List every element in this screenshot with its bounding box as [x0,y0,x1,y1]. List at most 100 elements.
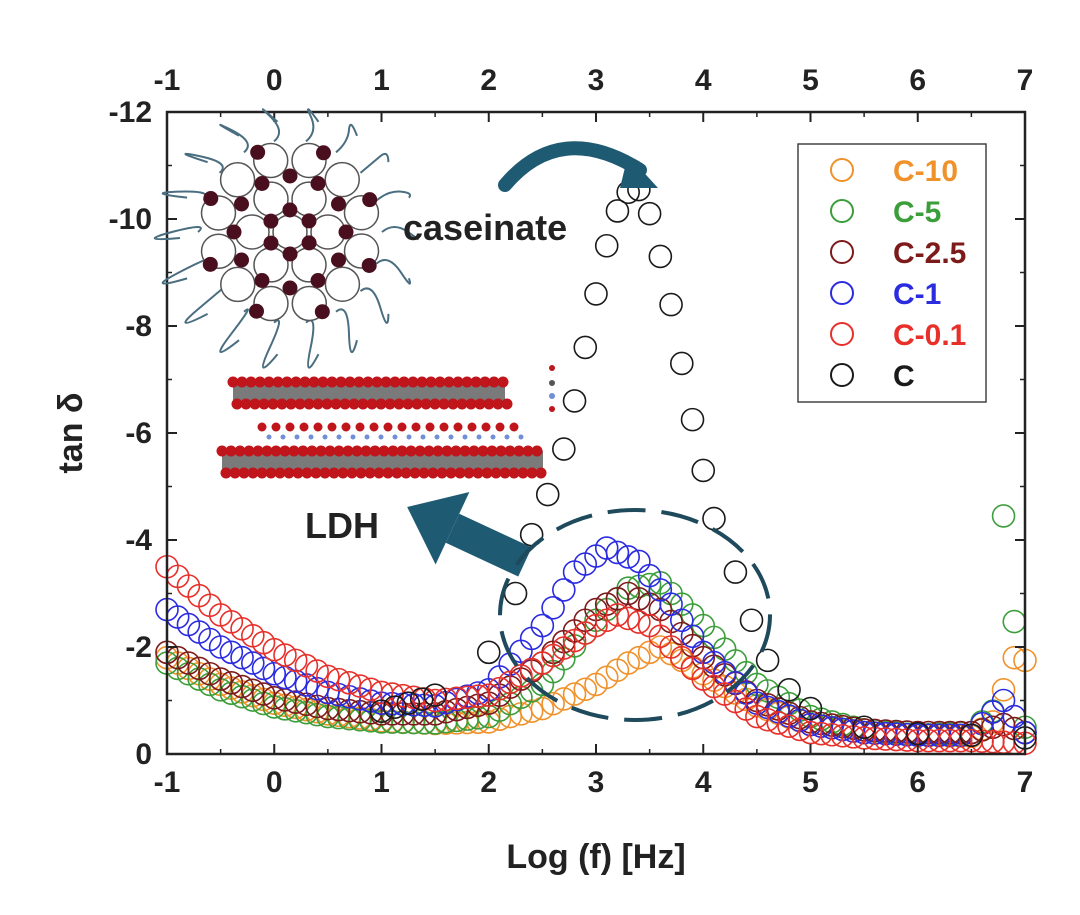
ldh-oxygen [398,376,410,388]
ldh-interlayer-atom [299,422,309,432]
ldh-oxygen [423,445,435,457]
micelle-chain [184,152,224,174]
ldh-oxygen [355,467,367,479]
ldh-interlayer-atom [322,434,328,440]
data-point [230,674,254,699]
ldh-interlayer-atom [257,422,267,432]
ldh-oxygen [328,467,340,479]
series-C [369,177,1037,750]
data-point [584,282,608,306]
ldh-oxygen [225,445,237,457]
ldh-interlayer-atom [392,434,398,440]
y-axis-title: tan δ [52,392,90,473]
ldh-oxygen [227,376,239,388]
ldh-oxygen [252,445,264,457]
ldh-oxygen [344,376,356,388]
data-point [777,677,801,702]
ldh-oxygen [513,445,525,457]
ldh-layer [233,382,505,404]
x-tick-label: 5 [802,766,819,799]
legend-marker [830,199,854,223]
data-point [562,682,587,706]
micelle-chain [359,287,390,324]
micelle-dot [282,280,298,296]
ldh-oxygen [339,398,351,410]
micelle-sphere [324,266,361,302]
ldh-key-glyph [549,393,555,399]
ldh-oxygen [497,376,509,388]
ldh-structure-illustration [216,365,555,479]
x-tick-label-top: 0 [266,64,283,97]
ldh-interlayer-atom [271,422,281,432]
ldh-oxygen [369,445,381,457]
ldh-oxygen [274,467,286,479]
ldh-oxygen [414,445,426,457]
ldh-oxygen [371,376,383,388]
ldh-oxygen [378,445,390,457]
x-tick-label-top: 7 [1017,64,1034,97]
y-tick-label: -6 [125,417,152,450]
ldh-oxygen [362,376,374,388]
ldh-interlayer-atom [336,434,342,440]
data-point [241,678,265,703]
ldh-oxygen [463,467,475,479]
caseinate-label: caseinate [403,207,567,248]
ldh-oxygen [236,376,248,388]
ldh-interlayer-atom [406,434,412,440]
data-point [530,696,555,721]
data-point [369,699,394,724]
x-axis-title: Log (f) [Hz] [506,838,685,876]
ldh-oxygen [531,445,543,457]
ldh-interlayer-atom [425,422,435,432]
data-point [605,603,630,627]
ldh-oxygen [418,467,430,479]
ldh-oxygen [220,467,232,479]
ldh-oxygen [436,467,448,479]
data-point [991,677,1016,702]
ldh-oxygen [488,376,500,388]
ldh-oxygen [384,398,396,410]
ldh-oxygen [425,376,437,388]
x-tick-label-top: 5 [802,64,819,97]
ldh-oxygen [411,398,423,410]
data-point [669,351,694,376]
micelle-dot [226,224,242,240]
data-point [187,656,211,681]
micelle-chain [335,308,358,353]
ldh-oxygen [447,398,459,410]
micelle-dot [234,252,250,268]
x-tick-label-top: 3 [588,64,605,97]
ldh-oxygen [319,467,331,479]
ldh-interlayer-atom [518,434,524,440]
ldh-oxygen [238,467,250,479]
data-point [337,671,362,695]
ldh-oxygen [243,445,255,457]
ldh-oxygen [351,445,363,457]
micelle-dot [249,303,265,319]
y-tick-label: -4 [125,524,152,557]
data-point [584,613,608,638]
ldh-oxygen [465,398,477,410]
ldh-interlayer-atom [364,434,370,440]
ldh-oxygen [299,376,311,388]
ldh-oxygen [265,467,277,479]
ldh-oxygen [391,467,403,479]
micelle-dot [330,196,346,212]
ldh-oxygen [216,445,228,457]
data-point [466,684,490,709]
ldh-oxygen [492,398,504,410]
ldh-oxygen [306,445,318,457]
ldh-interlayer-atom [355,422,365,432]
ldh-oxygen [256,467,268,479]
legend-label: C-5 [893,196,941,229]
data-point [562,389,587,413]
ldh-interlayer-atom [266,434,272,440]
micelle-chain [261,319,281,369]
y-tick-label: -2 [125,631,152,664]
ldh-oxygen [364,467,376,479]
ldh-label: LDH [305,505,379,546]
data-point [262,637,287,662]
x-tick-label-top: -1 [154,64,181,97]
ldh-oxygen [267,398,279,410]
